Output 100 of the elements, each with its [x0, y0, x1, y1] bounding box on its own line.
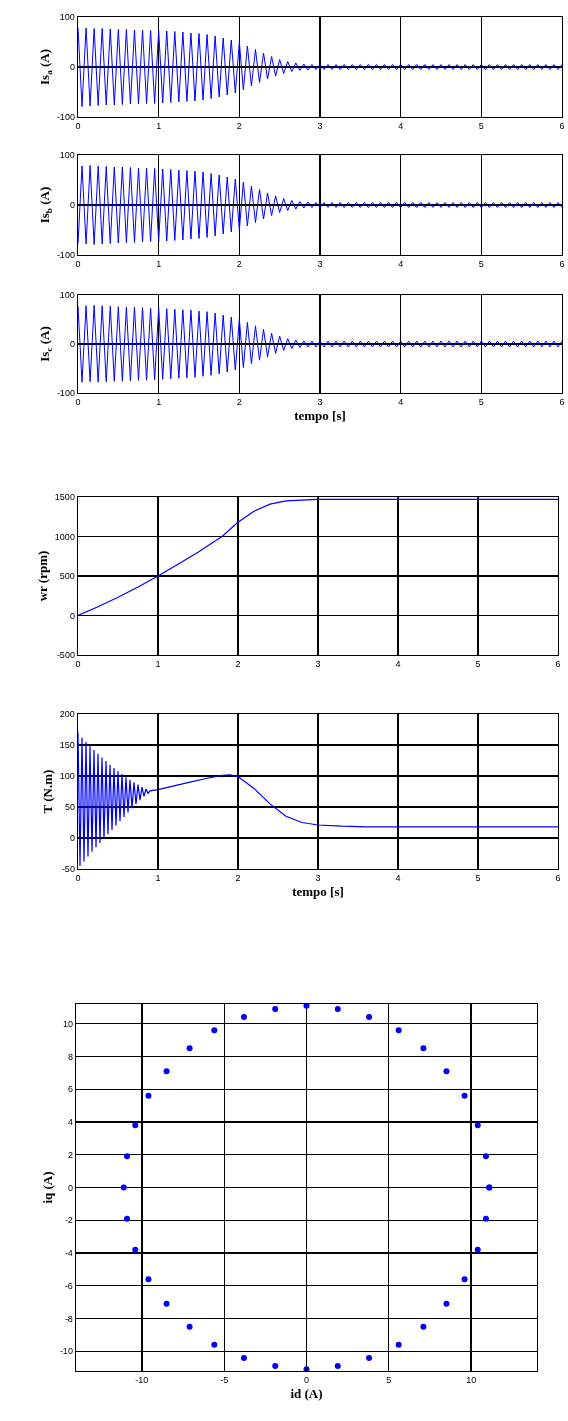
y-tick-label: 100 [59, 771, 75, 782]
point [120, 1184, 127, 1191]
y-tick-label: 500 [59, 571, 75, 582]
y-tick-label: 0 [69, 62, 75, 73]
point [395, 1027, 402, 1034]
y-tick-label: -500 [56, 650, 75, 661]
y-tick-label: -100 [56, 388, 75, 399]
x-tick-label: 1 [156, 397, 162, 408]
point [240, 1014, 247, 1021]
x-tick-label: 3 [315, 659, 321, 670]
y-tick-label: 0 [69, 833, 75, 844]
point [420, 1323, 427, 1330]
x-tick-label: 10 [466, 1375, 477, 1386]
y-tick-label: 4 [67, 1117, 73, 1128]
point [482, 1215, 489, 1222]
y-tick-label: 6 [67, 1084, 73, 1095]
y-axis-title: iq (A) [39, 1171, 55, 1204]
x-tick-label: 6 [559, 397, 565, 408]
x-tick-label: 2 [236, 397, 242, 408]
y-tick-label: 100 [59, 290, 75, 301]
x-tick-label: 2 [236, 121, 242, 132]
y-tick-label: 8 [67, 1051, 73, 1062]
x-tick-label: -10 [135, 1375, 149, 1386]
y-tick-label: 0 [67, 1182, 73, 1193]
y-tick-label: 0 [69, 610, 75, 621]
point [211, 1341, 218, 1348]
point [163, 1068, 170, 1075]
point [124, 1153, 131, 1160]
point [163, 1300, 170, 1307]
point [474, 1122, 481, 1129]
y-axis-title: wr (rpm) [34, 550, 50, 602]
x-tick-label: 1 [155, 873, 161, 884]
point [303, 1004, 310, 1009]
y-tick-label: 100 [59, 12, 75, 23]
point [334, 1005, 341, 1012]
x-tick-label: 5 [478, 259, 484, 270]
point [132, 1246, 139, 1253]
x-tick-label: 1 [156, 121, 162, 132]
x-tick-label: 4 [395, 659, 401, 670]
y-tick-label: -10 [59, 1346, 73, 1357]
y-axis-title: T (N.m) [39, 769, 55, 814]
point [272, 1005, 279, 1012]
y-tick-label: -100 [56, 112, 75, 123]
point [132, 1122, 139, 1129]
point [420, 1045, 427, 1052]
y-tick-label: -4 [64, 1248, 73, 1259]
point [272, 1363, 279, 1370]
point [443, 1300, 450, 1307]
y-tick-label: -6 [64, 1280, 73, 1291]
x-tick-label: 6 [555, 873, 561, 884]
x-tick-label: 1 [156, 259, 162, 270]
line-series [78, 732, 558, 867]
y-tick-label: 200 [59, 709, 75, 720]
x-tick-label: 4 [398, 397, 404, 408]
point [482, 1153, 489, 1160]
point [145, 1276, 152, 1283]
point [461, 1276, 468, 1283]
line-series [78, 498, 558, 617]
y-tick-label: -8 [64, 1313, 73, 1324]
y-tick-label: 50 [64, 802, 75, 813]
x-tick-label: 5 [478, 397, 484, 408]
point [124, 1215, 131, 1222]
x-tick-label: 6 [559, 259, 565, 270]
point [395, 1341, 402, 1348]
y-tick-label: 0 [69, 200, 75, 211]
x-tick-label: 3 [315, 873, 321, 884]
x-tick-label: 6 [559, 121, 565, 132]
x-tick-label: 4 [398, 121, 404, 132]
y-tick-label: -100 [56, 250, 75, 261]
x-axis-title: id (A) [290, 1385, 323, 1401]
point [186, 1045, 193, 1052]
point [334, 1363, 341, 1370]
x-tick-label: 0 [303, 1375, 310, 1386]
x-tick-label: 5 [475, 873, 481, 884]
x-tick-label: 6 [555, 659, 561, 670]
x-tick-label: 2 [236, 259, 242, 270]
x-tick-label: -5 [220, 1375, 229, 1386]
x-tick-label: 3 [317, 121, 323, 132]
y-tick-label: 1000 [54, 531, 75, 542]
y-tick-label: 0 [69, 339, 75, 350]
x-tick-label: 4 [398, 259, 404, 270]
y-tick-label: 150 [59, 740, 75, 751]
line-series [78, 27, 562, 107]
x-tick-label: 3 [317, 397, 323, 408]
y-tick-label: -50 [61, 864, 75, 875]
x-tick-label: 5 [386, 1375, 392, 1386]
x-tick-label: 3 [317, 259, 323, 270]
point [186, 1323, 193, 1330]
x-tick-label: 5 [475, 659, 481, 670]
y-tick-label: 100 [59, 150, 75, 161]
point [474, 1246, 481, 1253]
y-tick-label: 1500 [54, 492, 75, 503]
x-axis-title: tempo [s] [294, 407, 346, 423]
point [145, 1092, 152, 1099]
x-tick-label: 4 [395, 873, 401, 884]
point [443, 1068, 450, 1075]
y-tick-label: 10 [62, 1018, 73, 1029]
point [240, 1354, 247, 1361]
point [366, 1014, 373, 1021]
x-tick-label: 2 [235, 873, 241, 884]
